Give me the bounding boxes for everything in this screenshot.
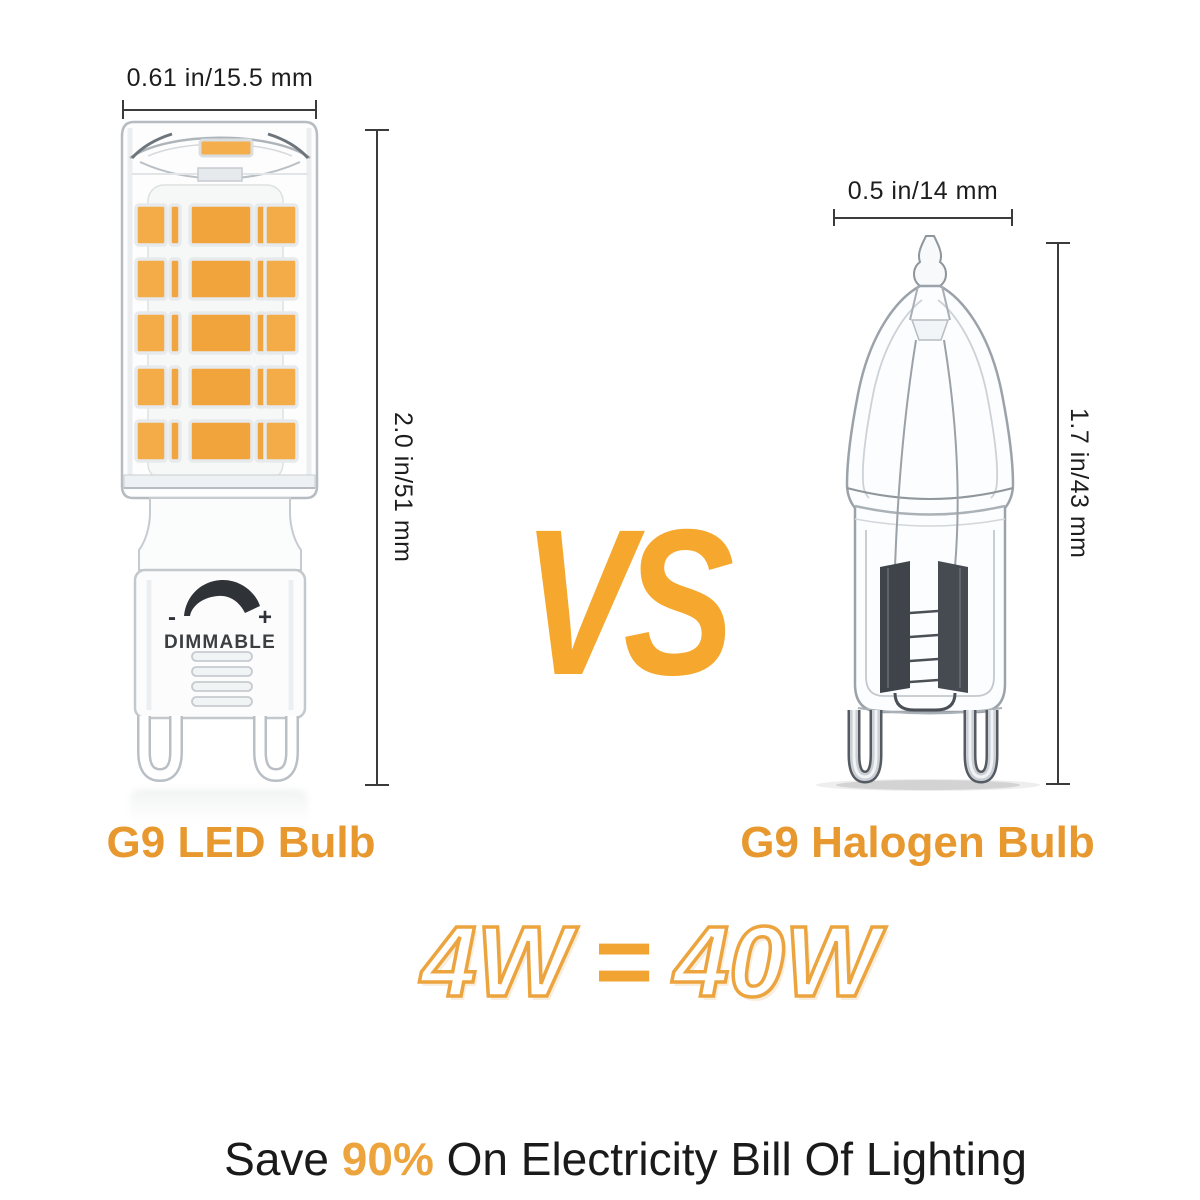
dimmable-label: DIMMABLE <box>164 632 276 653</box>
savings-statement: Save 90% On Electricity Bill Of Lighting <box>0 1078 1200 1200</box>
dimmer-arc-icon: - + <box>168 579 272 631</box>
halogen-bulb-illustration <box>816 235 1040 791</box>
led-vent-slots <box>191 651 253 707</box>
vs-text: VS <box>521 487 734 719</box>
halogen-width-dimension-line <box>833 209 1013 226</box>
led-chip <box>188 365 254 409</box>
led-chip <box>168 203 182 247</box>
led-g9-pins <box>137 716 299 783</box>
led-chip <box>263 257 299 301</box>
dimension-cap <box>1046 783 1070 785</box>
dimension-line <box>122 109 317 111</box>
led-chip <box>168 311 182 355</box>
led-chip-grid <box>134 203 299 463</box>
led-top-lens <box>129 132 311 182</box>
halogen-height-dimension-label: 1.7 in/43 mm <box>1065 408 1093 559</box>
wattage-equivalence: 4W = 40W <box>310 910 990 1014</box>
dimension-line <box>833 217 1013 219</box>
halogen-wattage-text: 40W <box>672 906 881 1018</box>
led-chip <box>134 311 168 355</box>
dimmer-plus-label: + <box>258 604 272 631</box>
halogen-height-dimension-line <box>1046 242 1070 785</box>
halogen-width-dimension-label: 0.5 in/14 mm <box>847 177 999 205</box>
led-reflection <box>130 789 308 823</box>
savings-suffix: On Electricity Bill Of Lighting <box>433 1133 1027 1185</box>
savings-prefix: Save <box>224 1133 342 1185</box>
dimension-tick <box>315 100 317 119</box>
led-height-dimension-line <box>365 129 389 786</box>
led-chip <box>263 365 299 409</box>
vs-badge: VS <box>478 499 768 707</box>
led-chip <box>168 365 182 409</box>
led-chip <box>188 257 254 301</box>
led-chip <box>168 257 182 301</box>
led-chip <box>188 203 254 247</box>
equals-sign: = <box>592 906 652 1018</box>
led-chip <box>134 365 168 409</box>
savings-percentage: 90% <box>341 1133 434 1185</box>
led-bulb-illustration: - + DIMMABLE <box>120 120 319 783</box>
led-width-dimension-line <box>122 100 317 119</box>
dimmer-minus-label: - <box>168 604 176 631</box>
led-bulb-name: G9 LED Bulb <box>106 818 376 867</box>
dimension-tick <box>1011 209 1013 226</box>
led-width-dimension-label: 0.61 in/15.5 mm <box>126 64 314 92</box>
dimension-line <box>376 129 378 786</box>
led-chip <box>168 419 182 463</box>
led-chip <box>134 257 168 301</box>
dimension-cap <box>365 784 389 786</box>
led-wattage-text: 4W <box>419 906 573 1018</box>
led-chip <box>263 419 299 463</box>
dimension-line <box>1057 242 1059 785</box>
led-neck <box>138 497 302 571</box>
led-chip <box>188 419 254 463</box>
led-chip <box>188 311 254 355</box>
halogen-g9-pins <box>847 710 999 784</box>
halogen-support-wire-loop <box>893 692 957 712</box>
led-lens-chip <box>198 138 254 158</box>
halogen-tip <box>913 235 947 287</box>
led-chip <box>263 203 299 247</box>
halogen-filament <box>909 609 939 684</box>
halogen-shadow <box>816 779 1040 791</box>
halogen-capsule <box>845 284 1015 715</box>
led-height-dimension-label: 2.0 in/51 mm <box>389 412 417 563</box>
led-glass-rim <box>123 474 316 489</box>
halogen-electrodes <box>880 339 968 712</box>
led-chip <box>263 311 299 355</box>
led-chip <box>134 203 168 247</box>
halogen-bulb-name: G9 Halogen Bulb <box>740 818 1095 867</box>
led-chip <box>134 419 168 463</box>
led-base <box>133 568 307 720</box>
